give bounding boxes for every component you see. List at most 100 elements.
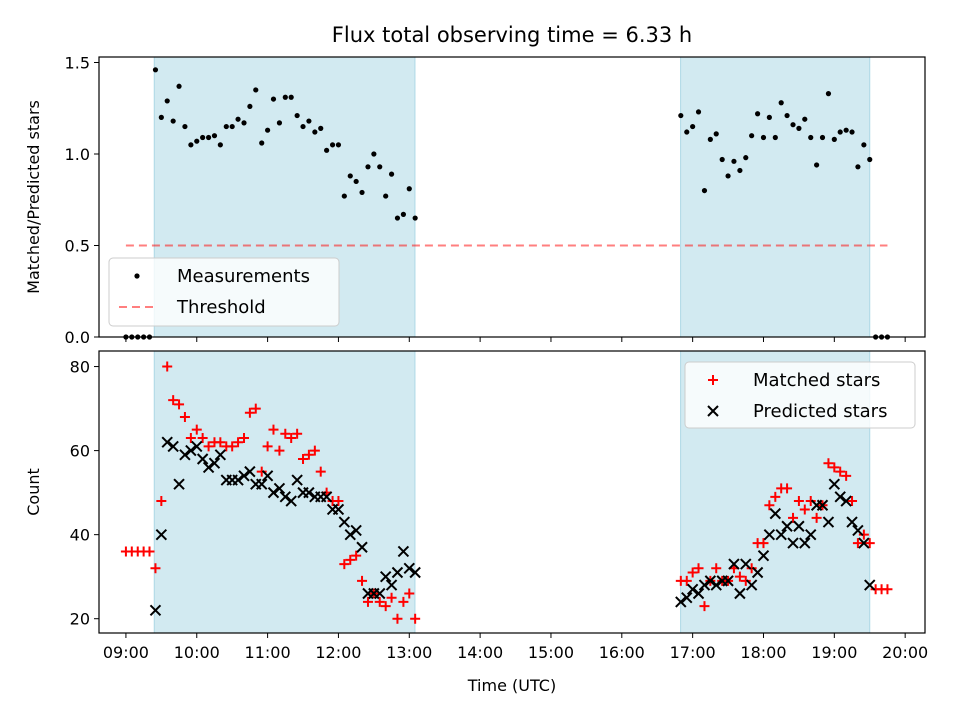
measurement-point xyxy=(312,129,318,135)
predicted-star-point xyxy=(149,604,162,617)
predicted-star-point xyxy=(256,478,268,490)
x-tick-label: 15:00 xyxy=(528,643,574,662)
measurement-point xyxy=(819,134,826,141)
measurement-point xyxy=(760,134,767,141)
predicted-star-point xyxy=(332,503,345,516)
measurement-point xyxy=(790,122,796,128)
predicted-star-point xyxy=(173,478,185,490)
measurement-point xyxy=(731,158,737,164)
measurement-point xyxy=(282,94,288,100)
predicted-star-point xyxy=(822,516,835,528)
x-tick-label: 18:00 xyxy=(740,643,786,662)
measurement-point xyxy=(152,67,159,73)
measurement-point xyxy=(276,120,283,126)
predicted-star-point xyxy=(740,558,752,570)
matched-star-point xyxy=(852,538,863,549)
measurement-point xyxy=(194,138,200,144)
matched-star-point xyxy=(244,407,255,418)
matched-star-point xyxy=(380,601,391,612)
plot-frame xyxy=(98,56,926,338)
predicted-star-point xyxy=(185,444,197,457)
measurement-point xyxy=(796,125,802,131)
matched-star-point xyxy=(793,496,804,507)
matched-star-point xyxy=(386,592,397,603)
measurement-point xyxy=(253,87,259,93)
measurement-point xyxy=(394,215,401,221)
predicted-star-point xyxy=(704,575,717,587)
y-tick-label: 0.0 xyxy=(65,328,90,347)
y-axis-label: Count xyxy=(24,468,43,516)
predicted-star-point xyxy=(291,474,303,486)
predicted-star-point xyxy=(238,470,250,482)
predicted-star-point xyxy=(350,524,362,537)
measurement-point xyxy=(388,171,395,177)
matched-star-point xyxy=(711,563,722,574)
matched-star-point xyxy=(168,395,179,406)
measurement-point xyxy=(695,109,702,115)
y-tick-label: 20 xyxy=(70,610,90,629)
measurement-point xyxy=(247,103,253,110)
x-tick-label: 13:00 xyxy=(386,643,432,662)
predicted-star-point xyxy=(675,596,687,608)
legend-label: Threshold xyxy=(176,297,266,318)
measurement-point xyxy=(200,134,206,141)
x-tick-label: 11:00 xyxy=(245,643,291,662)
measurement-point xyxy=(849,129,855,135)
matched-star-point xyxy=(687,567,698,578)
matched-star-point xyxy=(351,550,362,561)
matched-star-point xyxy=(227,441,238,452)
measurement-point xyxy=(749,133,755,139)
matched-star-point xyxy=(144,546,155,557)
predicted-star-point xyxy=(179,449,191,461)
legend-box xyxy=(108,257,340,327)
predicted-star-point xyxy=(232,474,244,486)
matched-star-point xyxy=(811,512,822,523)
matched-star-point xyxy=(303,449,314,460)
matched-star-point xyxy=(333,496,344,507)
measurement-point xyxy=(188,142,194,148)
measurement-point xyxy=(678,112,684,119)
matched-star-point xyxy=(239,432,250,443)
predicted-star-point xyxy=(196,453,209,465)
matched-star-point xyxy=(799,504,810,515)
measurement-point xyxy=(766,114,772,120)
predicted-star-point xyxy=(397,545,410,558)
predicted-star-point xyxy=(686,583,699,595)
matched-star-point xyxy=(410,613,421,624)
predicted-star-point xyxy=(267,486,280,499)
predicted-star-point xyxy=(864,579,876,591)
predicted-star-point xyxy=(285,495,297,507)
matched-star-point xyxy=(233,437,244,448)
x-tick-label: 17:00 xyxy=(670,643,716,662)
measurement-point xyxy=(259,140,265,146)
predicted-star-point xyxy=(698,579,711,591)
predicted-star-point xyxy=(816,499,829,511)
matched-star-point xyxy=(734,571,745,582)
measurement-point xyxy=(300,123,306,130)
measurement-point xyxy=(377,164,383,170)
measurement-point xyxy=(176,83,182,89)
predicted-star-point xyxy=(161,436,173,448)
measurement-point xyxy=(229,123,235,130)
measurement-point xyxy=(353,178,359,185)
measurement-point xyxy=(164,98,170,104)
matched-star-point xyxy=(699,601,710,612)
x-tick-label: 19:00 xyxy=(811,643,857,662)
predicted-star-point xyxy=(208,457,221,469)
measurement-point xyxy=(359,189,365,196)
matched-star-point xyxy=(256,466,267,477)
measurement-point xyxy=(861,142,867,148)
matched-star-point xyxy=(315,466,326,477)
predicted-star-point xyxy=(391,566,404,579)
matched-star-point xyxy=(280,428,291,439)
measurement-point xyxy=(406,186,412,192)
measurement-point xyxy=(843,127,849,133)
legend-label: Matched stars xyxy=(753,370,880,391)
matched-star-point xyxy=(197,432,208,443)
predicted-star-point xyxy=(409,566,421,579)
matched-star-point xyxy=(150,563,161,574)
matched-star-point xyxy=(298,454,309,465)
x-tick-label: 10:00 xyxy=(174,643,220,662)
matched-star-point xyxy=(864,538,875,549)
measurement-point xyxy=(743,155,749,161)
